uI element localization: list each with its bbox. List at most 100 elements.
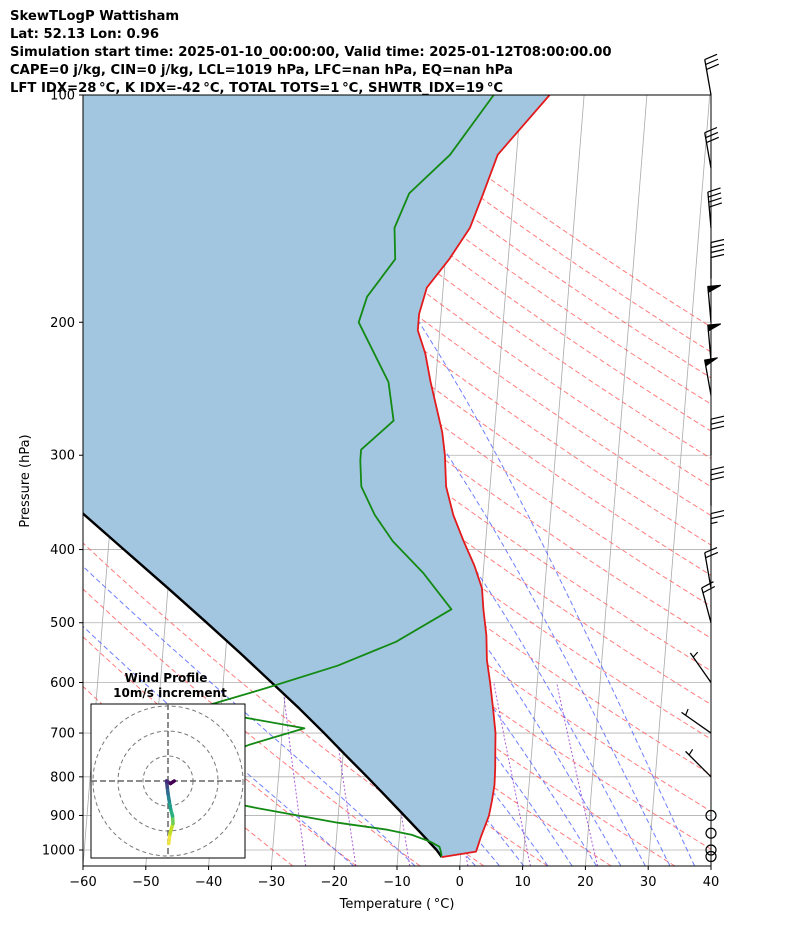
simulation-times: Simulation start time: 2025-01-10_00:00:… — [10, 45, 612, 60]
barb-full — [710, 514, 725, 520]
stability-indices-1: CAPE=0 j/kg, CIN=0 j/kg, LCL=1019 hPa, L… — [10, 63, 513, 78]
hodograph-plot — [91, 704, 245, 858]
barb-full — [706, 63, 720, 70]
station-title: SkewTLogP Wattisham — [10, 9, 180, 24]
y-tick-label: 500 — [50, 616, 75, 631]
y-tick-label: 1000 — [42, 844, 75, 859]
barb-staff — [681, 711, 712, 734]
wind-barb — [704, 53, 720, 96]
hodograph-segment — [168, 779, 176, 786]
barb-staff — [689, 652, 712, 683]
isotherm-line — [774, 95, 794, 866]
x-tick-label: −40 — [195, 875, 222, 890]
barb-staff — [704, 132, 712, 169]
barb-full — [706, 136, 720, 144]
barb-half — [685, 708, 689, 716]
profile-lines — [83, 95, 551, 858]
y-tick-label: 800 — [50, 770, 75, 785]
x-tick-label: −20 — [320, 875, 347, 890]
cin-shade-polygon — [83, 95, 550, 858]
x-tick-label: 40 — [703, 875, 720, 890]
barb-half — [688, 748, 694, 756]
barb-staff — [707, 192, 712, 229]
calm-wind-circle — [705, 844, 717, 856]
barb-full — [710, 476, 725, 481]
wind-barb — [705, 844, 717, 856]
stability-indices-2: LFT IDX=28 °C, K IDX=-42 °C, TOTAL TOTS=… — [10, 81, 504, 96]
dry-adiabat — [83, 190, 711, 672]
x-tick-label: −60 — [69, 875, 96, 890]
barb-full — [705, 58, 719, 66]
moist-adiabat — [83, 337, 573, 866]
dewpoint-line — [151, 95, 495, 858]
barb-full — [710, 425, 725, 430]
barb-full — [705, 131, 719, 139]
wind-barb — [710, 415, 725, 456]
moist-adiabat — [125, 95, 671, 866]
barb-staff — [685, 750, 712, 778]
y-axis-label: Pressure (hPa) — [18, 434, 33, 527]
wind-barb — [707, 284, 722, 323]
x-tick-label: −10 — [383, 875, 410, 890]
barb-full — [707, 187, 721, 193]
dry-adiabat — [84, 95, 711, 576]
wind-barb — [704, 546, 719, 589]
mixing-ratio-line — [281, 682, 307, 866]
hodograph-title: Wind Profile — [125, 671, 208, 685]
hodograph-inset: Wind Profile 10m/s increment — [90, 671, 246, 859]
barb-full — [704, 126, 718, 134]
barb-full — [710, 471, 725, 476]
barb-full — [708, 192, 722, 198]
barb-full — [710, 253, 725, 259]
isotherm-line — [710, 860, 711, 866]
barb-full — [704, 546, 718, 554]
y-tick-label: 400 — [50, 543, 75, 558]
wind-barbs — [681, 53, 725, 863]
barb-full — [710, 415, 725, 420]
barb-full — [708, 197, 722, 203]
wind-barb — [710, 238, 725, 279]
barb-full — [704, 53, 718, 61]
wind-barb — [704, 126, 720, 169]
x-tick-label: −50 — [132, 875, 159, 890]
barb-full — [701, 581, 714, 589]
barb-staff — [701, 587, 712, 623]
dry-adiabat — [83, 413, 676, 866]
barb-full — [710, 466, 725, 471]
barb-full — [710, 243, 725, 249]
y-tick-label: 200 — [50, 316, 75, 331]
isotherm-line — [585, 95, 648, 866]
barb-full — [705, 551, 719, 559]
isotherm-line — [522, 95, 585, 866]
wind-barb — [710, 466, 725, 506]
cin-shaded-area — [83, 95, 550, 858]
station-coordinates: Lat: 52.13 Lon: 0.96 — [10, 27, 160, 42]
barb-full — [710, 420, 725, 425]
wind-barb — [705, 809, 717, 822]
y-tick-label: 300 — [50, 449, 75, 464]
wind-barb — [681, 708, 712, 734]
mixing-ratio-line — [556, 682, 599, 866]
barb-staff — [704, 552, 712, 589]
x-tick-label: 20 — [577, 875, 594, 890]
barb-flag — [707, 323, 722, 332]
barb-full — [710, 509, 725, 515]
isotherm-line — [647, 95, 711, 866]
wind-barb — [705, 850, 717, 863]
moist-adiabat — [235, 95, 696, 866]
wind-barb — [689, 651, 712, 683]
calm-wind-circle — [705, 827, 717, 839]
barb-flag — [704, 357, 718, 367]
calm-wind-circle — [705, 850, 717, 863]
dry-adiabat — [182, 95, 711, 488]
wind-barb — [710, 509, 725, 550]
x-axis-label: Temperature ( °C) — [339, 897, 455, 912]
barb-staff — [704, 59, 712, 96]
hodograph-subtitle: 10m/s increment — [113, 686, 227, 700]
barb-half — [710, 521, 718, 525]
y-tick-label: 100 — [50, 89, 75, 104]
wind-barb — [701, 581, 716, 623]
parcel-profile-line — [83, 512, 443, 858]
y-tick-label: 700 — [50, 727, 75, 742]
